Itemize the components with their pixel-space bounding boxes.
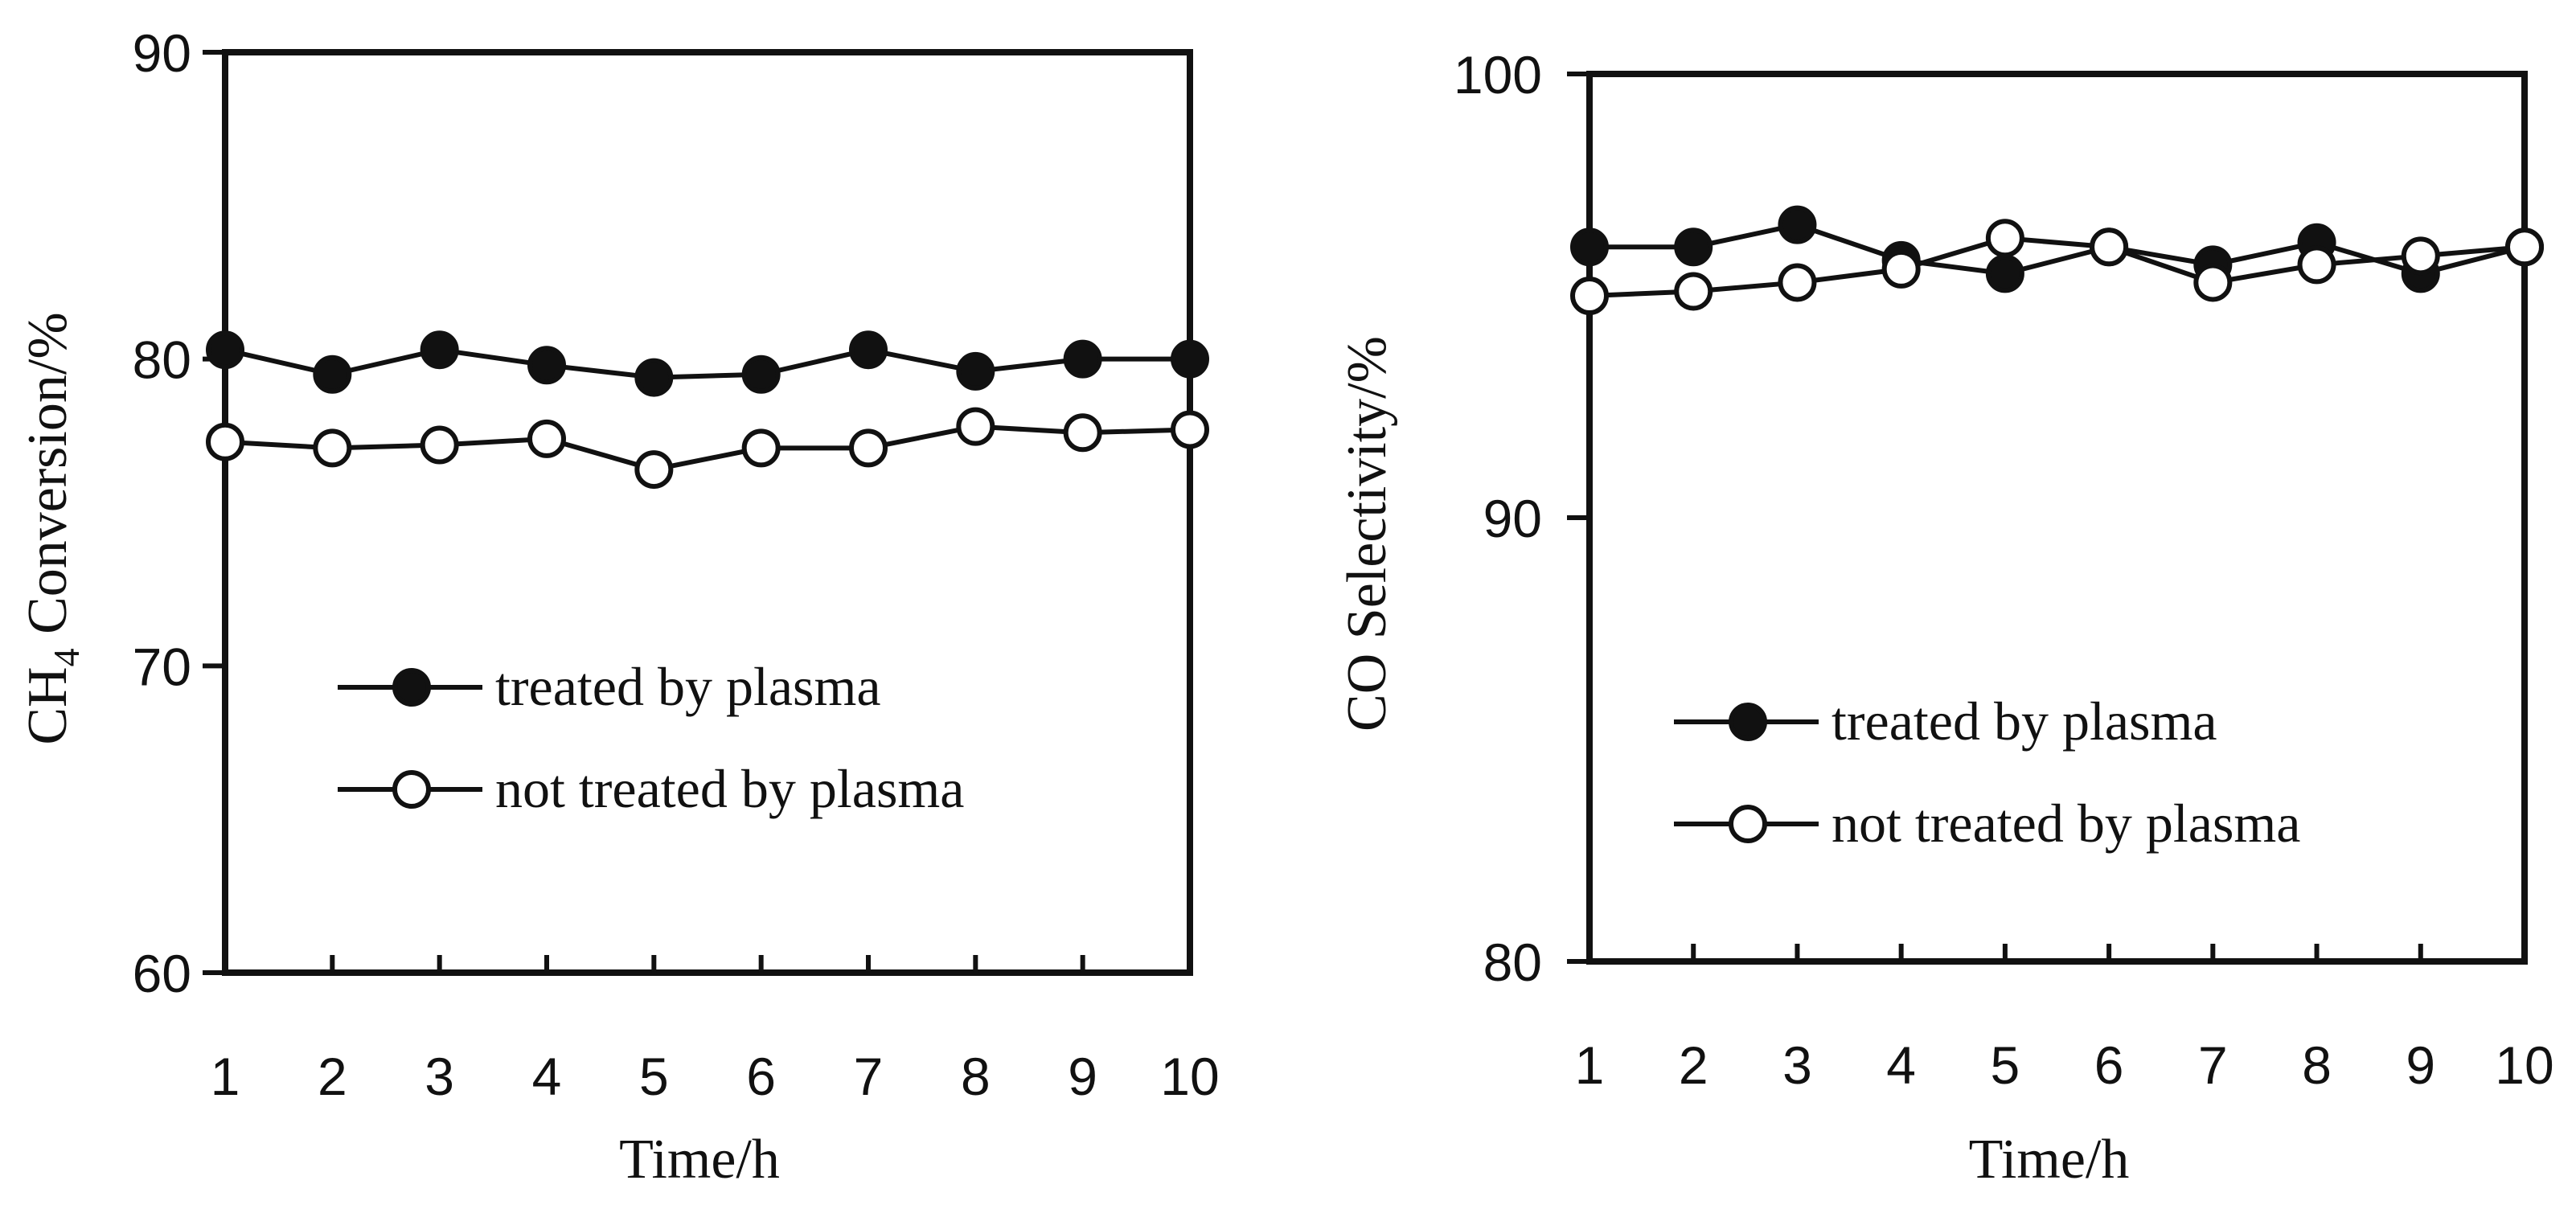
data-point-treated (956, 351, 995, 391)
y-axis-title-part: CH (17, 666, 79, 744)
data-point-not-treated (1985, 219, 2024, 258)
x-tick-label: 4 (1886, 1035, 1916, 1095)
series-line-not-treated (224, 424, 1191, 473)
y-tick-label: 80 (133, 330, 191, 390)
data-point-not-treated (634, 450, 674, 490)
data-point-not-treated (1674, 272, 1713, 311)
x-tick-label: 9 (1068, 1047, 1097, 1106)
y-tick-label: 80 (1483, 932, 1542, 992)
data-point-treated (634, 358, 674, 397)
data-point-not-treated (1778, 263, 1817, 302)
data-point-not-treated (527, 419, 566, 458)
x-tick-label: 7 (854, 1047, 884, 1106)
x-tick-label: 3 (1782, 1035, 1812, 1095)
y-axis-title-subscript: 4 (46, 648, 87, 666)
x-tick-label: 8 (961, 1047, 991, 1106)
data-point-treated (1778, 205, 1817, 244)
x-tick-label: 2 (318, 1047, 347, 1106)
series-line-treated (224, 347, 1190, 380)
series-line-not-treated (1589, 236, 2525, 298)
plot-frame (222, 49, 1193, 976)
data-point-treated (313, 355, 352, 394)
chart-co-selectivity: 1 2 3 4 5 6 7 8 9 10 80 90 100 Time/h CO Selectivity/%… (1336, 45, 2554, 1191)
x-tick-label: 10 (2495, 1035, 2553, 1095)
x-tick-label: 5 (639, 1047, 669, 1106)
data-point-not-treated (1570, 277, 1609, 315)
x-tick-label: 8 (2302, 1035, 2332, 1095)
data-point-not-treated (849, 428, 888, 468)
data-point-not-treated (1881, 249, 1921, 289)
data-point-not-treated (2401, 236, 2440, 276)
x-tick-label: 1 (1575, 1035, 1605, 1095)
data-point-not-treated (206, 422, 244, 461)
y-tick-label: 70 (133, 637, 191, 696)
legend-marker-open (1729, 805, 1767, 843)
y-tick-label: 60 (133, 944, 191, 1003)
legend-label: not treated by plasma (1832, 793, 2300, 854)
data-point-treated (849, 330, 888, 370)
data-point-not-treated (2297, 245, 2336, 285)
data-point-treated (741, 355, 781, 394)
data-point-treated (1063, 339, 1102, 379)
y-tick-label: 90 (1483, 489, 1542, 548)
data-point-treated (1674, 227, 1713, 267)
legend-marker-filled (392, 668, 431, 707)
data-point-treated (1171, 339, 1209, 379)
data-point-treated (527, 346, 566, 385)
x-tick-label: 5 (1991, 1035, 2020, 1095)
y-tick-label: 100 (1454, 45, 1542, 105)
y-axis-title: CO Selectivity/% (1336, 336, 1398, 732)
x-tick-label: 6 (746, 1047, 776, 1106)
data-point-not-treated (1171, 410, 1209, 449)
data-point-not-treated (2505, 227, 2544, 267)
legend-label: treated by plasma (1832, 691, 2217, 752)
x-tick-label: 9 (2406, 1035, 2435, 1095)
data-point-treated (1570, 227, 1609, 267)
x-axis-title: Time/h (1969, 1129, 2130, 1191)
y-axis-title: CH4 Conversion/% (17, 312, 87, 744)
data-point-not-treated (956, 407, 995, 446)
data-point-treated (206, 330, 244, 370)
y-axis-title-part: CO Selectivity/% (1336, 336, 1398, 732)
legend-marker-filled (1729, 703, 1767, 741)
x-tick-label: 6 (2094, 1035, 2124, 1095)
x-tick-label: 7 (2198, 1035, 2228, 1095)
x-tick-label: 3 (425, 1047, 454, 1106)
y-axis-title-part: Conversion/% (17, 312, 79, 648)
series-line-treated (1589, 222, 2525, 277)
legend-label: treated by plasma (495, 656, 881, 717)
legend-label: not treated by plasma (495, 758, 964, 819)
data-point-treated (420, 330, 459, 370)
data-point-not-treated (741, 428, 781, 468)
data-point-not-treated (2090, 227, 2129, 267)
x-tick-label: 2 (1679, 1035, 1708, 1095)
data-point-not-treated (420, 425, 459, 465)
data-point-not-treated (2193, 263, 2233, 302)
y-tick-label: 90 (133, 23, 191, 83)
x-tick-label: 4 (532, 1047, 562, 1106)
x-axis-title: Time/h (619, 1129, 780, 1191)
x-tick-label: 10 (1160, 1047, 1219, 1106)
legend-marker-open (392, 770, 431, 809)
x-tick-label: 1 (211, 1047, 240, 1106)
data-point-not-treated (313, 428, 352, 468)
data-point-not-treated (1063, 413, 1102, 453)
data-point-treated (1985, 254, 2024, 293)
